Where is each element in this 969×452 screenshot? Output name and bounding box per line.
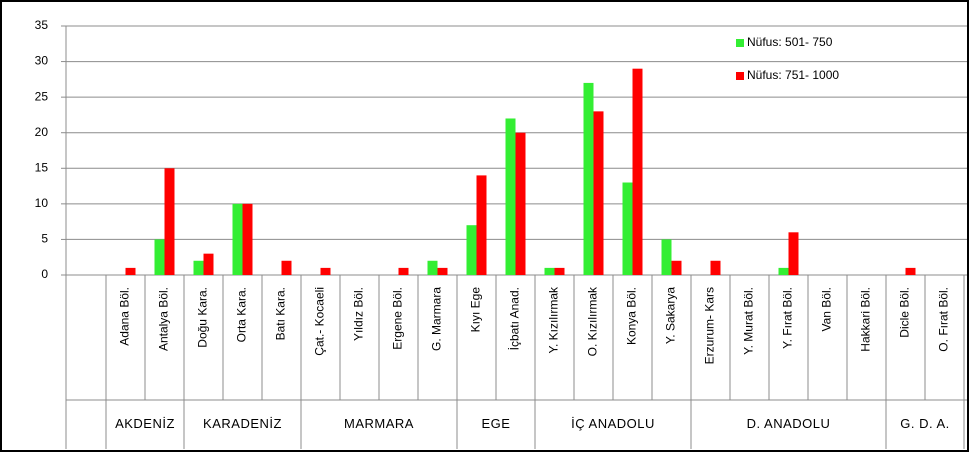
bar (544, 267, 555, 275)
y-tick-label: 15 (35, 160, 49, 174)
bar (476, 175, 487, 275)
bar (203, 253, 214, 275)
bar (427, 260, 438, 275)
bar (583, 82, 594, 276)
bar (710, 260, 721, 275)
bar (661, 239, 672, 275)
x-tick-label: O. Fırat Böl. (937, 287, 951, 352)
group-label: MARMARA (344, 416, 414, 431)
y-tick-label: 25 (35, 89, 49, 103)
x-tick-label: Antalya Böl. (157, 287, 171, 351)
bar (466, 225, 477, 275)
group-label: İÇ ANADOLU (571, 416, 655, 431)
y-tick-label: 30 (35, 54, 49, 68)
y-tick-label: 20 (35, 125, 49, 139)
x-tick-label: Konya Böl. (625, 287, 639, 345)
bar (154, 239, 165, 275)
bar (788, 232, 799, 275)
x-tick-label: Y. Sakarya (664, 287, 678, 344)
group-label: KARADENİZ (203, 416, 282, 431)
group-label: G. D. A. (900, 416, 950, 431)
x-tick-label: Van Böl. (820, 287, 834, 331)
group-label: EGE (482, 416, 511, 431)
legend-swatch (736, 39, 744, 47)
bar (232, 203, 243, 275)
bar (671, 260, 682, 275)
bar (193, 260, 204, 275)
bar (281, 260, 292, 275)
bar (554, 267, 565, 275)
bar (778, 267, 789, 275)
x-tick-label: Orta Kara. (235, 287, 249, 342)
bar (164, 168, 175, 275)
bar (622, 182, 633, 275)
bar (905, 267, 916, 275)
x-tick-label: Adana Böl. (118, 287, 132, 346)
y-tick-label: 5 (41, 232, 48, 246)
legend-label: Nüfus: 501- 750 (747, 35, 833, 49)
bar (437, 267, 448, 275)
x-tick-label: Hakkari Böl. (859, 287, 873, 352)
x-tick-label: Kıyı Ege (469, 287, 483, 333)
bar (242, 203, 253, 275)
x-tick-label: İçbatı Anad. (508, 287, 522, 350)
bar (632, 68, 643, 275)
x-tick-label: Erzurum- Kars (703, 287, 717, 364)
x-tick-label: Yıldız Böl. (352, 287, 366, 341)
x-tick-label: Y. Kızılırmak (547, 286, 561, 353)
x-tick-label: Dicle Böl. (898, 287, 912, 338)
bar (593, 111, 604, 275)
legend-swatch (736, 72, 744, 80)
bar (515, 132, 526, 275)
x-tick-label: G. Marmara (430, 287, 444, 351)
y-tick-label: 10 (35, 196, 49, 210)
y-tick-label: 0 (41, 267, 48, 281)
x-tick-label: Batı Kara. (274, 287, 288, 340)
x-tick-label: Y. Murat Böl. (742, 287, 756, 355)
group-label: AKDENİZ (115, 416, 175, 431)
x-tick-label: Çat.- Kocaeli (313, 287, 327, 356)
bar (125, 267, 136, 275)
x-tick-label: O. Kızılırmak (586, 286, 600, 356)
y-tick-label: 35 (35, 18, 49, 32)
x-tick-label: Ergene Böl. (391, 287, 405, 350)
x-tick-label: Y. Fırat Böl. (781, 287, 795, 349)
bar (398, 267, 409, 275)
bar (505, 118, 516, 275)
legend-label: Nüfus: 751- 1000 (747, 68, 839, 82)
bar (320, 267, 331, 275)
group-label: D. ANADOLU (747, 416, 831, 431)
x-tick-label: Doğu Kara. (196, 287, 210, 348)
